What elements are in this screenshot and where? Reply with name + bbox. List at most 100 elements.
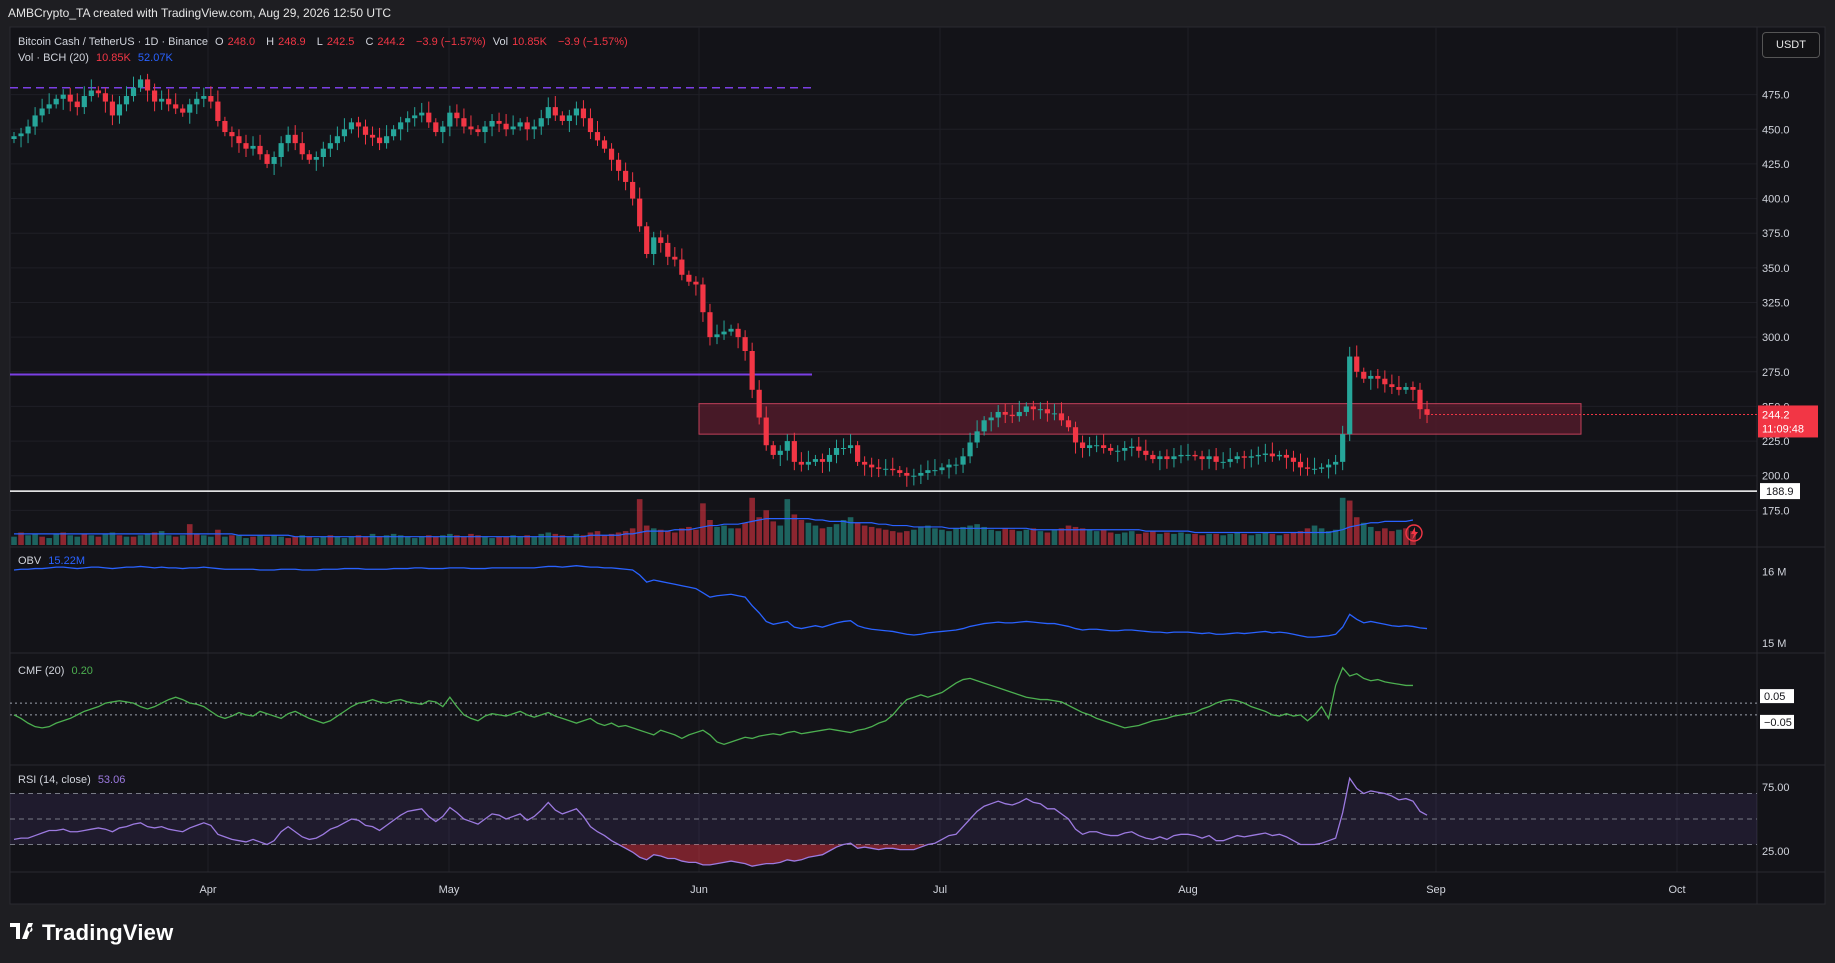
candle: [1375, 369, 1381, 389]
volume-bar: [1241, 533, 1248, 545]
volume-bar: [587, 532, 594, 545]
volume-bar: [1093, 531, 1100, 545]
cmf-tag-bg: [1760, 714, 1794, 729]
candle: [1389, 374, 1395, 394]
candle-body: [981, 420, 987, 432]
volume-bar: [222, 536, 228, 545]
candle-body: [1058, 413, 1065, 421]
candle: [327, 134, 333, 157]
volume-bar: [946, 531, 952, 545]
time-axis[interactable]: Apr May Jun Jul Aug Sep Oct: [199, 884, 1685, 896]
volume-bar: [81, 533, 88, 545]
candle-body: [580, 108, 587, 119]
candle-body: [447, 112, 453, 127]
candle: [180, 104, 186, 117]
candle: [763, 406, 769, 451]
candle-body: [735, 328, 741, 338]
volume-bar: [158, 531, 165, 545]
candle: [461, 108, 467, 134]
candle-body: [608, 148, 615, 160]
candle: [826, 448, 833, 472]
candle: [1417, 382, 1423, 419]
volume-bar: [573, 533, 580, 545]
volume-bar: [1396, 529, 1402, 545]
volume-bar: [1290, 532, 1297, 545]
volume-bar: [840, 520, 847, 545]
candle: [791, 432, 797, 471]
close-value: C 244.2: [365, 36, 405, 48]
candle-body: [278, 143, 284, 157]
candle-body: [1016, 411, 1022, 417]
volume-bar: [1389, 531, 1395, 545]
candle-body: [714, 334, 720, 338]
currency-button[interactable]: USDT: [1762, 32, 1820, 58]
candle-body: [1206, 456, 1212, 460]
volume-bar: [721, 525, 727, 545]
volume-bar: [882, 529, 889, 545]
candle: [1086, 436, 1093, 457]
candle: [116, 96, 123, 124]
lightning-icon[interactable]: [1405, 524, 1423, 542]
low-value: L 242.5: [316, 36, 355, 48]
candle-body: [74, 101, 80, 108]
volume-bar: [362, 536, 369, 545]
candle: [299, 132, 305, 160]
volume-bar: [622, 531, 629, 545]
candle-body: [201, 96, 207, 99]
candle-body: [573, 108, 579, 116]
volume-bar: [18, 532, 24, 545]
candle-body: [545, 107, 551, 119]
candle: [651, 231, 657, 266]
volume-bar: [777, 525, 784, 545]
candle: [1234, 452, 1240, 464]
tradingview-logo[interactable]: TradingView: [10, 920, 173, 946]
volume-bar: [798, 520, 805, 545]
candle: [440, 120, 446, 144]
candle: [552, 96, 558, 121]
volume-bar: [193, 533, 200, 545]
candle-body: [988, 417, 994, 421]
volume-bar: [278, 536, 284, 545]
candle-body: [862, 461, 868, 465]
volume-bar: [257, 535, 263, 545]
candle-body: [67, 94, 73, 102]
price-tick-label: 325.0: [1762, 298, 1790, 310]
candle: [756, 380, 762, 425]
candle-body: [707, 312, 713, 338]
cmf-pane: [10, 666, 1757, 746]
candle-body: [637, 198, 643, 227]
volume-bar: [186, 524, 193, 545]
candle: [447, 105, 453, 137]
volume-bar: [714, 526, 720, 545]
candle: [1340, 425, 1346, 471]
candle-body: [510, 126, 516, 130]
candle-body: [461, 118, 467, 127]
candle: [25, 119, 31, 144]
candle: [1220, 452, 1226, 469]
candle: [67, 87, 73, 112]
volume-bar: [650, 528, 657, 545]
candle: [1023, 402, 1029, 417]
candle-body: [1248, 456, 1254, 458]
time-tick-label: Aug: [1178, 884, 1198, 896]
candle: [981, 416, 987, 436]
volume-bar: [489, 538, 495, 545]
candle-body: [173, 104, 179, 109]
volume-bar: [1016, 531, 1023, 545]
candle: [383, 125, 390, 149]
candle: [932, 459, 938, 476]
volume-bar: [11, 536, 17, 545]
current-price-label: 244.2: [1762, 409, 1790, 421]
candle: [1269, 442, 1275, 462]
volume-bar: [1171, 533, 1177, 545]
volume-bar: [707, 520, 713, 545]
volume-bar: [679, 528, 685, 545]
price-axis[interactable]: 475.0 450.0 425.0 400.0 375.0 350.0 325.0 300.0…: [1762, 90, 1790, 858]
candle-body: [1241, 456, 1247, 458]
candle: [159, 90, 165, 110]
candle: [644, 222, 650, 259]
candle-body: [496, 120, 502, 124]
candle-body: [46, 104, 52, 109]
candle-body: [728, 328, 734, 332]
